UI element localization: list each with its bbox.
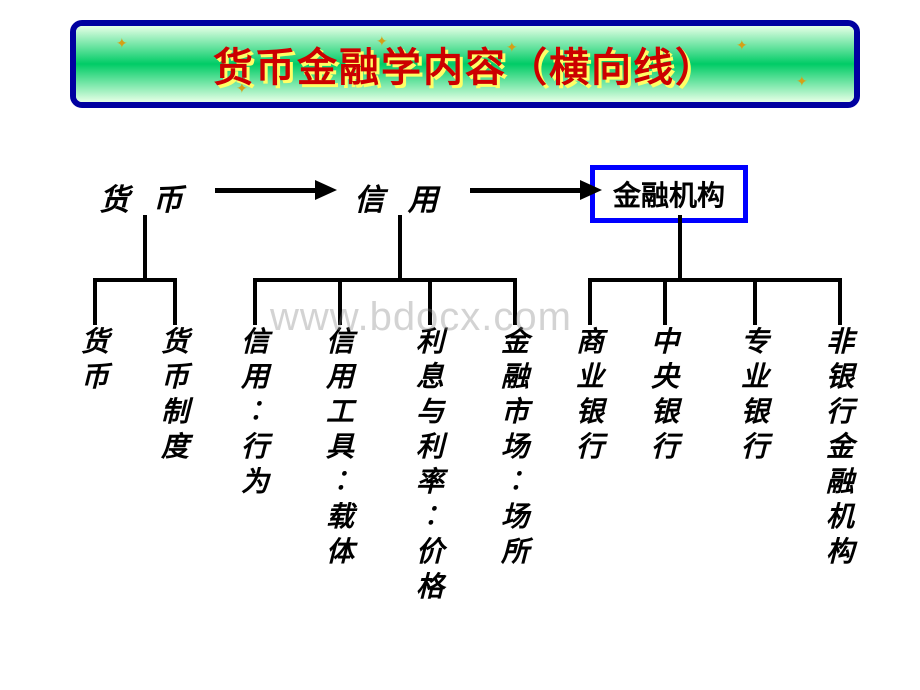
tree2-drop — [678, 215, 682, 280]
leaf-0-1: 货 币 制 度 — [160, 325, 190, 465]
arrow-head-1 — [580, 180, 602, 200]
leaf-0-0: 货 币 — [80, 325, 110, 395]
title-frame: ✦ ✦ ✦ ✦ ✦ ✦ ✦ 货币金融学内容（横向线） — [70, 20, 860, 108]
top-node-credit: 信 用 — [340, 175, 460, 219]
tree0-childline-0 — [93, 280, 97, 325]
leaf-2-0: 商 业 银 行 — [575, 325, 605, 465]
tree2-childline-3 — [838, 280, 842, 325]
tree0-drop — [143, 215, 147, 280]
tree1-bus — [253, 278, 517, 282]
tree2-childline-0 — [588, 280, 592, 325]
leaf-1-1: 信 用 工 具 ︰ 载 体 — [325, 325, 355, 570]
tree2-childline-2 — [753, 280, 757, 325]
tree1-childline-0 — [253, 280, 257, 325]
leaf-1-3: 金 融 市 场 ︰ 场 所 — [500, 325, 530, 570]
arrow-shaft-0 — [215, 188, 315, 193]
watermark: www.bdocx.com — [270, 295, 572, 340]
top-node-money: 货 币 — [85, 175, 205, 219]
tree2-childline-1 — [663, 280, 667, 325]
tree0-bus — [93, 278, 177, 282]
leaf-1-2: 利 息 与 利 率 ︰ 价 格 — [415, 325, 445, 605]
title-inner: ✦ ✦ ✦ ✦ ✦ ✦ ✦ 货币金融学内容（横向线） — [76, 26, 854, 102]
top-node-fin_inst: 金融机构 — [590, 165, 748, 223]
tree0-childline-1 — [173, 280, 177, 325]
tree2-bus — [588, 278, 842, 282]
leaf-2-1: 中 央 银 行 — [650, 325, 680, 465]
arrow-shaft-1 — [470, 188, 580, 193]
arrow-head-0 — [315, 180, 337, 200]
tree1-drop — [398, 215, 402, 280]
leaf-2-3: 非 银 行 金 融 机 构 — [825, 325, 855, 570]
diagram-canvas: 货 币信 用金融机构货 币货 币 制 度信 用 ︰ 行 为信 用 工 具 ︰ 载… — [0, 150, 920, 670]
title-text: 货币金融学内容（横向线） — [213, 35, 717, 93]
leaf-2-2: 专 业 银 行 — [740, 325, 770, 465]
leaf-1-0: 信 用 ︰ 行 为 — [240, 325, 270, 500]
